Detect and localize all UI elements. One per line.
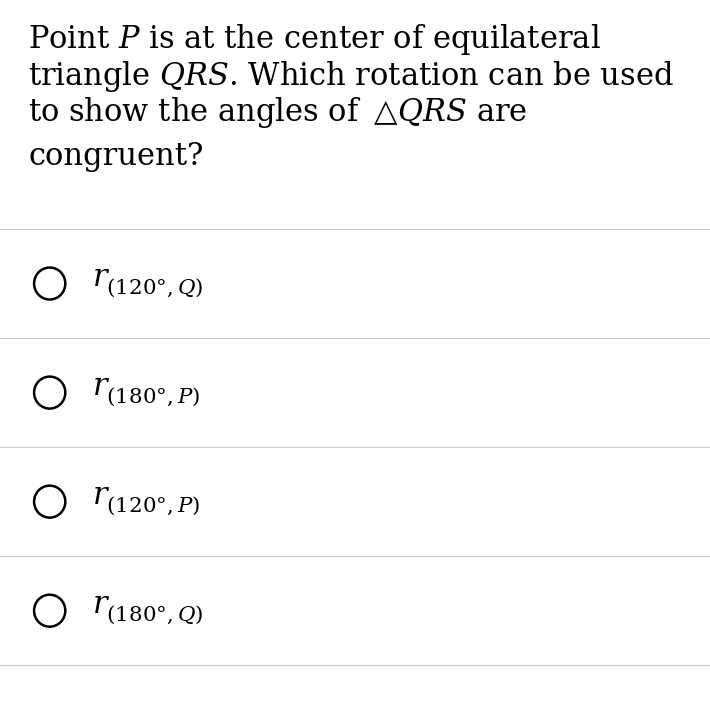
Text: $\mathit{r}^{\,}_{(180°,\mathit{Q})}$: $\mathit{r}^{\,}_{(180°,\mathit{Q})}$	[92, 595, 204, 627]
Text: $\mathit{r}^{\,}_{(120°,\mathit{P})}$: $\mathit{r}^{\,}_{(120°,\mathit{P})}$	[92, 486, 200, 518]
Text: triangle $\mathit{QRS}$. Which rotation can be used: triangle $\mathit{QRS}$. Which rotation …	[28, 59, 674, 94]
Text: Point $P$ is at the center of equilateral: Point $P$ is at the center of equilatera…	[28, 23, 601, 57]
Text: congruent?: congruent?	[28, 141, 204, 172]
Text: to show the angles of $\triangle\!\mathit{QRS}$ are: to show the angles of $\triangle\!\mathi…	[28, 95, 528, 130]
Text: $\mathit{r}^{\,}_{(120°,\mathit{Q})}$: $\mathit{r}^{\,}_{(120°,\mathit{Q})}$	[92, 268, 204, 300]
Text: $\mathit{r}^{\,}_{(180°,\mathit{P})}$: $\mathit{r}^{\,}_{(180°,\mathit{P})}$	[92, 377, 200, 409]
